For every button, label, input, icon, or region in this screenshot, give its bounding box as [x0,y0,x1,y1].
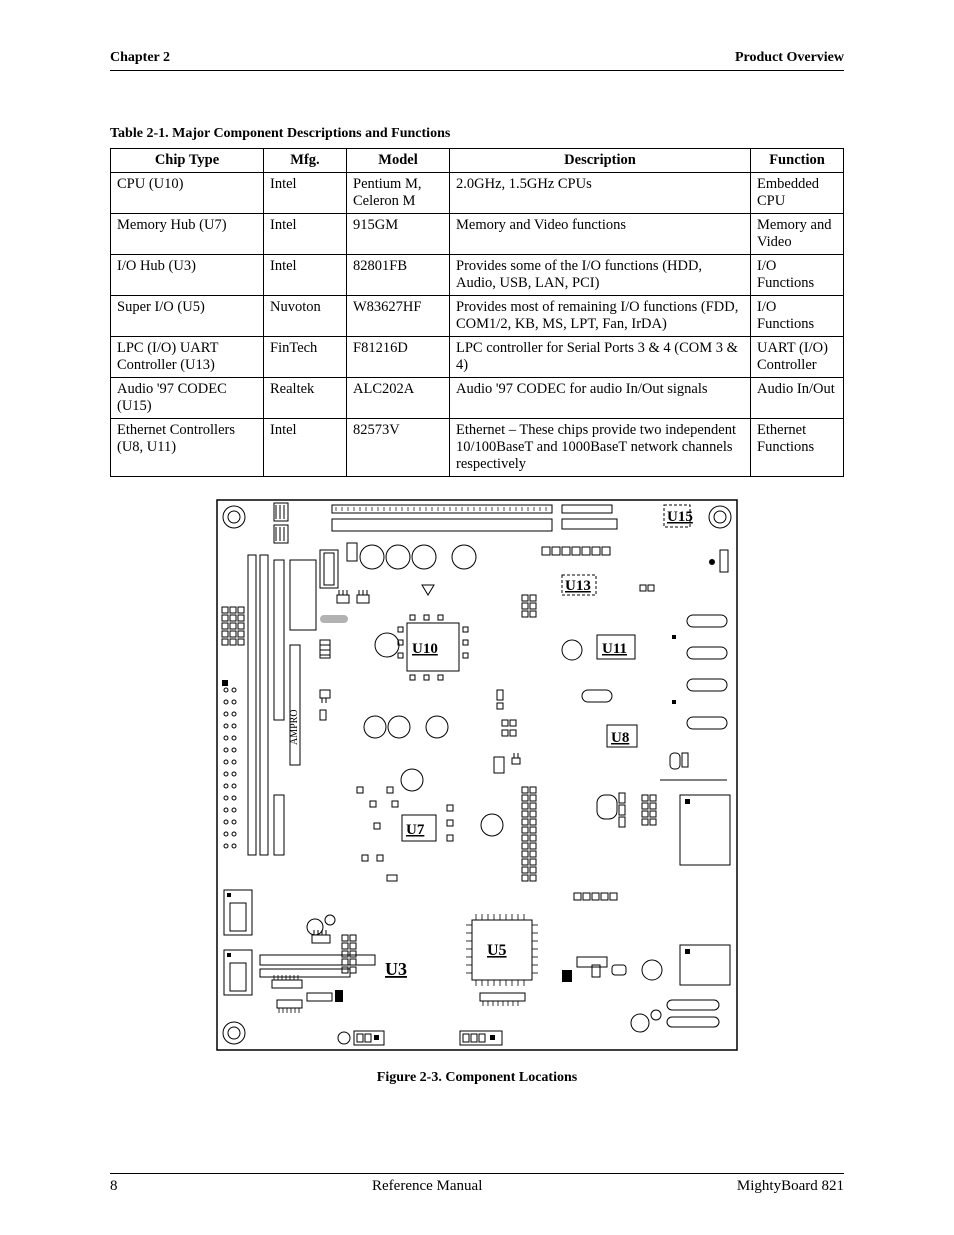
svg-text:AMPRO: AMPRO [289,709,300,745]
label-u3: U3 [385,959,407,979]
col-model: Model [347,149,450,173]
col-func: Function [751,149,844,173]
table-body: CPU (U10) Intel Pentium M, Celeron M 2.0… [111,173,844,477]
header-left: Chapter 2 [110,50,170,66]
label-u13: U13 [565,578,591,594]
page-header: Chapter 2 Product Overview [110,50,844,71]
label-u5: U5 [487,942,507,959]
table-row: Memory Hub (U7) Intel 915GM Memory and V… [111,214,844,255]
table-caption: Table 2-1. Major Component Descriptions … [110,126,844,142]
footer-page-number: 8 [110,1178,118,1195]
table-row: I/O Hub (U3) Intel 82801FB Provides some… [111,255,844,296]
col-desc: Description [450,149,751,173]
footer-right: MightyBoard 821 [737,1178,844,1195]
col-chip: Chip Type [111,149,264,173]
table-header-row: Chip Type Mfg. Model Description Functio… [111,149,844,173]
col-mfg: Mfg. [264,149,347,173]
table-row: Ethernet Controllers (U8, U11) Intel 825… [111,419,844,477]
table-row: LPC (I/O) UART Controller (U13) FinTech … [111,337,844,378]
label-u15: U15 [667,509,693,525]
page-footer: 8 Reference Manual MightyBoard 821 [110,1173,844,1195]
label-u8: U8 [611,730,629,746]
label-u11: U11 [602,641,627,657]
table-row: Super I/O (U5) Nuvoton W83627HF Provides… [111,296,844,337]
footer-center: Reference Manual [372,1178,482,1195]
header-right: Product Overview [735,50,844,66]
component-figure: U15 U13 [110,495,844,1086]
table-row: CPU (U10) Intel Pentium M, Celeron M 2.0… [111,173,844,214]
table-row: Audio '97 CODEC (U15) Realtek ALC202A Au… [111,378,844,419]
figure-caption: Figure 2-3. Component Locations [110,1070,844,1086]
label-u7: U7 [406,822,425,838]
label-u10: U10 [412,641,438,657]
component-table: Chip Type Mfg. Model Description Functio… [110,148,844,477]
board-diagram-svg: U15 U13 [212,495,742,1055]
